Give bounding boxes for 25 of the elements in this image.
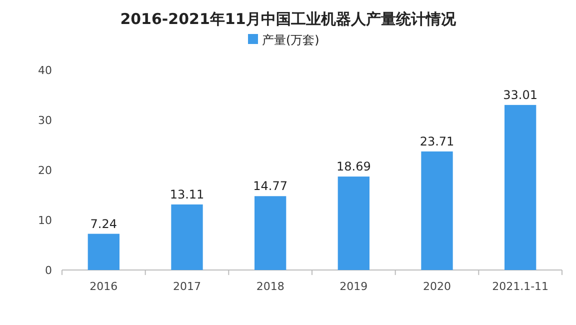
bar bbox=[88, 234, 120, 270]
data-label: 7.24 bbox=[90, 216, 118, 231]
y-tick-label: 40 bbox=[38, 64, 52, 77]
bar bbox=[504, 104, 536, 270]
bar bbox=[171, 204, 203, 270]
bar bbox=[338, 176, 370, 270]
y-tick-label: 0 bbox=[45, 264, 52, 277]
y-tick-label: 10 bbox=[38, 214, 52, 227]
y-tick-label: 30 bbox=[38, 114, 52, 127]
bar bbox=[254, 196, 286, 270]
x-tick-label: 2016 bbox=[90, 280, 118, 293]
legend-label: 产量(万套) bbox=[262, 33, 320, 47]
x-tick-label: 2017 bbox=[173, 280, 201, 293]
data-label: 18.69 bbox=[336, 160, 371, 174]
x-tick-label: 2019 bbox=[340, 280, 368, 293]
bar bbox=[421, 151, 453, 270]
x-tick-label: 2018 bbox=[256, 280, 284, 293]
chart-title: 2016-2021年11月中国工业机器人产量统计情况 bbox=[120, 10, 457, 28]
data-label: 23.71 bbox=[420, 134, 454, 148]
data-label: 13.11 bbox=[170, 187, 204, 202]
y-tick-label: 20 bbox=[38, 164, 52, 177]
x-tick-label: 2021.1-11 bbox=[492, 280, 549, 293]
data-label: 14.77 bbox=[253, 179, 288, 194]
x-tick-label: 2020 bbox=[423, 280, 451, 293]
data-label: 33.01 bbox=[503, 88, 538, 102]
